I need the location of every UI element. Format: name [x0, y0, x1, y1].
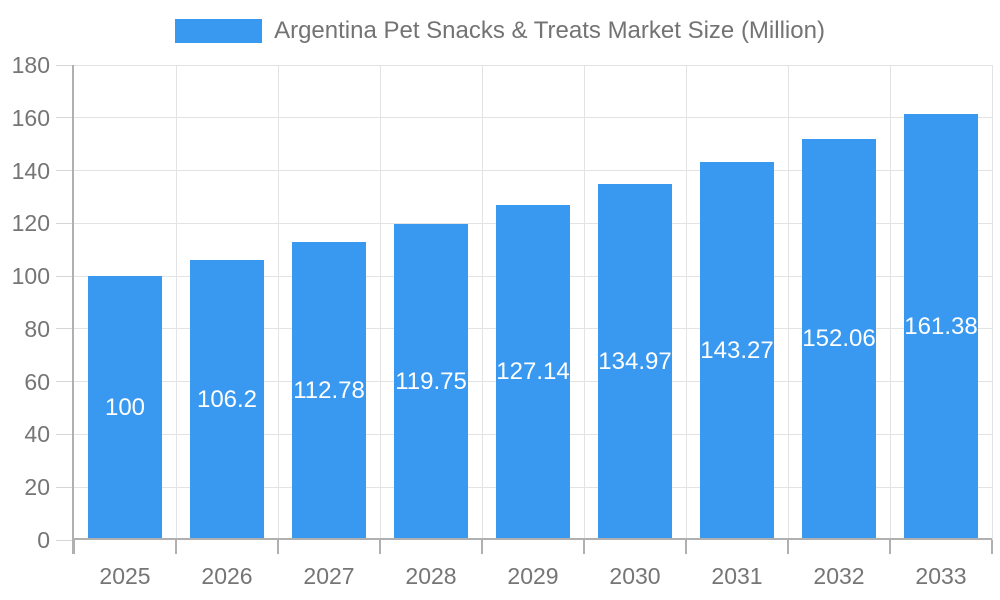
y-axis-tick-label: 40: [24, 421, 50, 448]
plot-area: 0 20 40 60 80 100 120 140 160 180 100 2025 106.2 2026…: [12, 52, 993, 589]
x-axis-category-label: 2029: [507, 563, 559, 589]
gridline-vertical: [685, 65, 687, 540]
y-axis-tick-mark: [56, 117, 74, 119]
x-axis-tick-mark: [889, 540, 891, 554]
y-axis-tick-mark: [56, 433, 74, 435]
y-axis-tick-mark: [56, 539, 74, 541]
x-axis-tick-mark: [73, 540, 75, 554]
bar: 106.2: [190, 259, 264, 540]
y-axis-tick-label: 60: [24, 368, 50, 395]
gridline-vertical: [481, 65, 483, 540]
bar: 134.97: [598, 183, 672, 540]
x-axis-category-label: 2031: [711, 563, 763, 589]
x-axis-category-label: 2026: [201, 563, 253, 589]
bar-value-label: 112.78: [293, 377, 365, 405]
bar: 143.27: [700, 161, 774, 540]
x-axis-tick-mark: [175, 540, 177, 554]
y-axis-tick-label: 160: [11, 104, 50, 131]
gridline-vertical: [379, 65, 381, 540]
x-axis-tick-mark: [481, 540, 483, 554]
y-axis-tick-label: 80: [24, 315, 50, 342]
y-axis-tick-label: 180: [11, 52, 50, 78]
bar-value-label: 161.38: [904, 313, 978, 341]
bar-value-label: 106.2: [196, 385, 258, 413]
x-axis-tick-mark: [583, 540, 585, 554]
x-axis-tick-mark: [685, 540, 687, 554]
gridline-vertical: [787, 65, 789, 540]
y-axis-tick-label: 100: [11, 263, 50, 290]
x-axis-category-label: 2028: [405, 563, 457, 589]
y-axis-tick-mark: [56, 328, 74, 330]
legend-swatch: [175, 19, 263, 43]
legend-label: Argentina Pet Snacks & Treats Market Siz…: [274, 17, 825, 44]
y-axis-tick-mark: [56, 381, 74, 383]
x-axis-category-label: 2032: [813, 563, 865, 589]
y-axis-tick-mark: [56, 222, 74, 224]
bar: 127.14: [496, 204, 570, 540]
bar-value-label: 100: [104, 394, 146, 422]
y-axis-tick-mark: [56, 486, 74, 488]
y-axis-tick-label: 120: [11, 210, 50, 237]
x-axis-tick-mark: [787, 540, 789, 554]
gridline-vertical: [991, 65, 993, 540]
gridline-vertical: [175, 65, 177, 540]
gridline-vertical: [583, 65, 585, 540]
bar: 161.38: [904, 114, 978, 540]
x-axis-category-label: 2025: [99, 563, 151, 589]
y-axis-tick-label: 0: [37, 527, 50, 553]
x-axis-category-label: 2027: [303, 563, 355, 589]
x-axis-tick-mark: [379, 540, 381, 554]
y-axis-tick-mark: [56, 275, 74, 277]
bar: 100: [88, 276, 162, 540]
bar-value-label: 119.75: [395, 368, 467, 395]
x-axis-tick-mark: [991, 540, 993, 554]
x-axis-tick-mark: [277, 540, 279, 554]
y-axis-line: [72, 65, 74, 554]
gridline-horizontal: [74, 117, 992, 119]
bar: 119.75: [394, 224, 468, 540]
y-axis-tick-label: 140: [11, 157, 50, 184]
gridline-horizontal: [74, 64, 992, 66]
x-axis-line: [72, 538, 992, 540]
y-axis-tick-mark: [56, 64, 74, 66]
y-axis-tick-label: 20: [24, 474, 50, 501]
gridline-horizontal: [74, 170, 992, 172]
bar: 152.06: [802, 138, 876, 540]
gridline-vertical: [889, 65, 891, 540]
bar-value-label: 143.27: [700, 336, 774, 364]
bar-value-label: 152.06: [802, 325, 876, 353]
bar-value-label: 134.97: [598, 347, 672, 375]
gridline-vertical: [277, 65, 279, 540]
x-axis-category-label: 2030: [609, 563, 661, 589]
legend[interactable]: Argentina Pet Snacks & Treats Market Siz…: [0, 17, 1000, 45]
x-axis-category-label: 2033: [915, 563, 967, 589]
bar: 112.78: [292, 242, 366, 540]
bar-value-label: 127.14: [496, 358, 570, 386]
y-axis-tick-mark: [56, 170, 74, 172]
